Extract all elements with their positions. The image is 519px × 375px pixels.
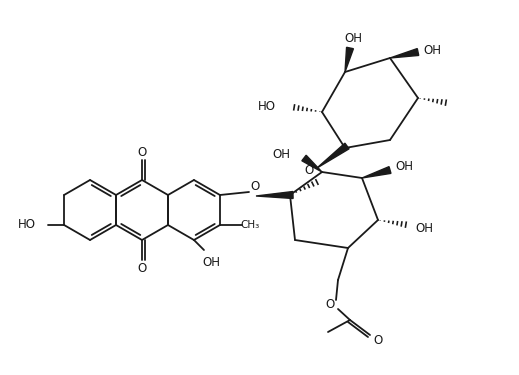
Polygon shape	[362, 166, 391, 178]
Text: HO: HO	[18, 219, 36, 231]
Text: OH: OH	[344, 32, 362, 45]
Text: OH: OH	[202, 255, 220, 268]
Text: O: O	[138, 261, 147, 274]
Text: O: O	[325, 298, 335, 312]
Polygon shape	[256, 192, 293, 198]
Polygon shape	[345, 47, 353, 72]
Polygon shape	[390, 49, 419, 58]
Text: OH: OH	[423, 44, 441, 57]
Polygon shape	[302, 155, 322, 172]
Text: O: O	[138, 146, 147, 159]
Text: OH: OH	[272, 147, 290, 160]
Text: O: O	[304, 165, 313, 177]
Text: OH: OH	[415, 222, 433, 234]
Text: O: O	[250, 180, 260, 194]
Text: CH₃: CH₃	[240, 220, 260, 230]
Polygon shape	[317, 143, 349, 168]
Text: HO: HO	[258, 99, 276, 112]
Text: O: O	[373, 333, 383, 346]
Text: OH: OH	[395, 159, 413, 172]
